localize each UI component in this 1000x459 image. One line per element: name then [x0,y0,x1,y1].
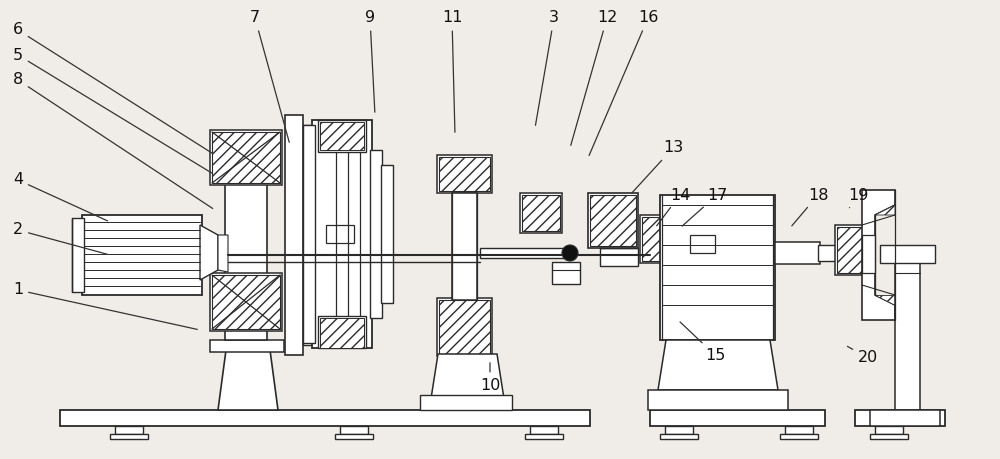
Bar [335,434,373,439]
Bar [480,248,565,258]
Text: 12: 12 [571,11,617,146]
Bar [648,390,788,410]
Bar [862,235,875,273]
Polygon shape [439,300,490,354]
Polygon shape [218,350,278,410]
Bar [420,395,512,410]
Bar [640,215,672,263]
Bar [210,340,284,352]
Polygon shape [212,275,280,329]
Text: 9: 9 [365,11,375,112]
Bar [855,410,945,426]
Text: 5: 5 [13,47,213,174]
Bar [665,426,693,434]
Bar [880,245,935,263]
Bar [600,248,638,266]
Polygon shape [212,132,280,183]
Bar [588,193,638,248]
Text: 15: 15 [680,322,725,363]
Bar [690,235,715,253]
Polygon shape [875,295,895,305]
Polygon shape [875,205,895,215]
Bar [115,426,143,434]
Bar [437,298,492,356]
Bar [370,150,382,318]
Bar [835,225,865,275]
Text: 14: 14 [657,187,690,226]
Text: 19: 19 [848,187,868,207]
Polygon shape [862,190,895,320]
Text: 1: 1 [13,282,197,330]
Text: 18: 18 [792,187,828,226]
Polygon shape [200,225,218,280]
Bar [552,262,580,284]
Bar [312,120,372,348]
Text: 4: 4 [13,173,107,221]
Bar [285,115,303,355]
Bar [210,130,282,185]
Bar [303,125,315,343]
Bar [303,125,313,345]
Bar [110,434,148,439]
Text: 20: 20 [847,347,878,365]
Bar [437,155,492,193]
Polygon shape [590,195,636,246]
Bar [870,434,908,439]
Bar [660,195,775,340]
Text: 6: 6 [13,22,213,153]
Bar [780,434,818,439]
Bar [340,426,368,434]
Bar [82,215,202,295]
Text: 16: 16 [589,11,658,156]
Bar [785,426,813,434]
Bar [530,426,558,434]
Polygon shape [218,235,228,272]
Text: 2: 2 [13,223,107,254]
Bar [452,193,477,300]
Circle shape [562,245,578,261]
Text: 3: 3 [535,11,559,125]
Bar [72,218,84,292]
Bar [650,410,825,426]
Bar [381,165,393,303]
Text: 7: 7 [250,11,289,142]
Text: 8: 8 [13,73,213,208]
Polygon shape [430,354,505,405]
Polygon shape [320,122,364,150]
Bar [60,410,590,426]
Bar [818,245,836,261]
Bar [225,145,267,340]
Text: 13: 13 [632,140,683,193]
Bar [775,242,820,264]
Polygon shape [837,227,863,273]
Text: 11: 11 [442,11,462,132]
Bar [318,316,366,348]
Text: 10: 10 [480,363,500,392]
Bar [660,434,698,439]
Polygon shape [320,318,364,348]
Bar [875,426,903,434]
Bar [520,193,562,233]
Polygon shape [642,217,670,261]
Bar [210,273,282,331]
Text: 17: 17 [682,187,727,226]
Bar [895,255,920,410]
Bar [525,434,563,439]
Bar [870,410,940,426]
Bar [318,120,366,152]
Bar [326,225,354,243]
Polygon shape [439,157,490,191]
Polygon shape [522,195,560,231]
Polygon shape [658,340,778,390]
